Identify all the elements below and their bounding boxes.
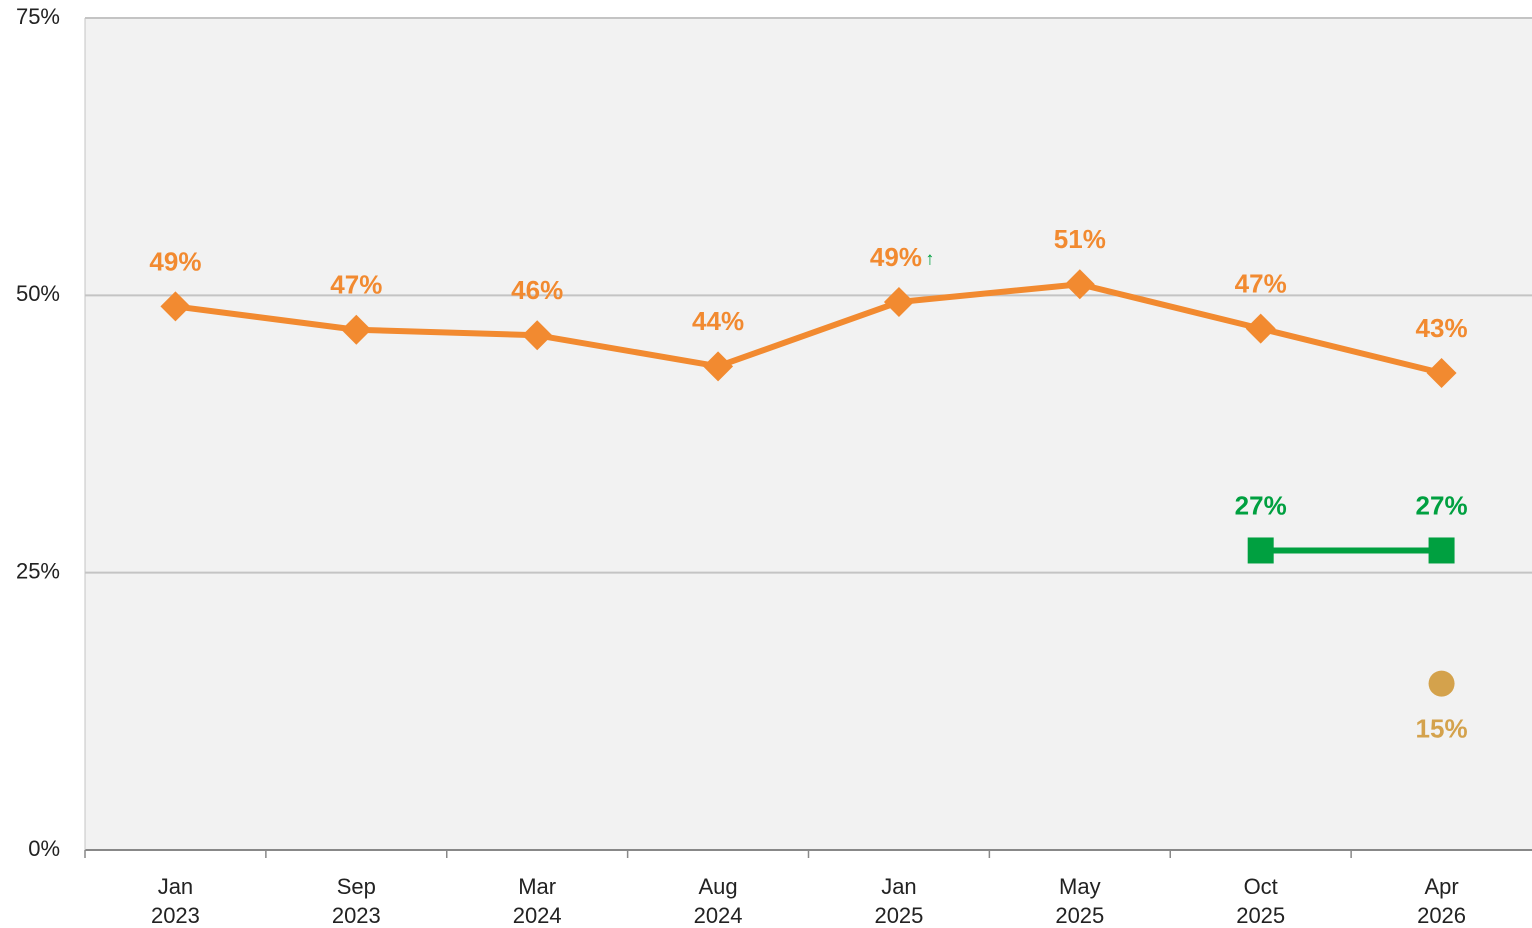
marker — [1428, 537, 1455, 564]
x-tick-label: Mar 2024 — [512, 874, 562, 928]
data-label: 47% — [1235, 268, 1287, 298]
data-label: 49% — [870, 242, 922, 272]
marker — [1428, 670, 1455, 697]
marker — [883, 286, 914, 317]
data-label: 43% — [1416, 313, 1468, 343]
y-tick-label: 50% — [16, 281, 60, 306]
marker — [703, 351, 734, 382]
marker — [1247, 537, 1274, 564]
marker — [1064, 269, 1095, 300]
x-tick-label: Oct 2025 — [1236, 874, 1286, 928]
x-tick-label: Jan 2025 — [874, 874, 924, 928]
x-tick-label: Sep 2023 — [331, 874, 381, 928]
marker — [341, 314, 372, 345]
marker — [522, 320, 553, 351]
data-label: 51% — [1054, 224, 1106, 254]
x-tick-label: May 2025 — [1055, 874, 1105, 928]
data-label: 27% — [1235, 490, 1287, 520]
annotation: ↑ — [925, 249, 934, 269]
data-label: 46% — [511, 275, 563, 305]
marker — [1426, 357, 1457, 388]
x-tick-label: Aug 2024 — [693, 874, 743, 928]
marker — [1245, 313, 1276, 344]
series-line — [175, 281, 1443, 376]
data-label: 47% — [330, 270, 382, 300]
plot-area — [85, 18, 1532, 850]
marker — [160, 291, 191, 322]
data-label: 49% — [149, 246, 201, 276]
y-tick-label: 75% — [16, 4, 60, 29]
y-tick-label: 0% — [28, 836, 60, 861]
data-label: 44% — [692, 306, 744, 336]
y-tick-label: 25% — [16, 558, 60, 583]
x-tick-label: Apr 2026 — [1417, 874, 1467, 928]
x-tick-label: Jan 2023 — [150, 874, 200, 928]
data-label: 27% — [1416, 490, 1468, 520]
data-label: 15% — [1416, 713, 1468, 743]
